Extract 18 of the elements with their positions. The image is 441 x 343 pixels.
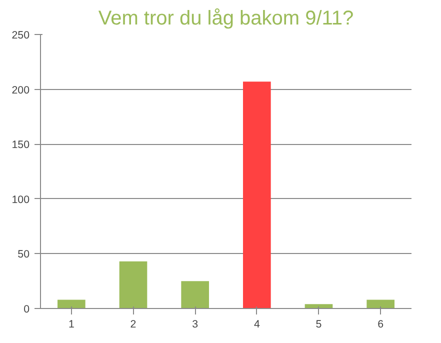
y-tick-label: 50 <box>18 248 30 261</box>
x-tick-label: 5 <box>316 318 322 330</box>
y-tick-label: 150 <box>12 139 30 152</box>
bar <box>243 82 271 308</box>
y-tick-label: 250 <box>12 30 30 42</box>
bar <box>58 300 86 308</box>
chart-title: Vem tror du låg bakom 9/11? <box>98 8 354 30</box>
x-tick-label: 1 <box>68 318 74 330</box>
bar <box>366 300 394 308</box>
bar <box>181 281 209 308</box>
x-tick-label: 6 <box>378 318 384 330</box>
bar <box>119 261 148 308</box>
x-tick-label: 2 <box>130 318 136 330</box>
x-tick-label: 3 <box>192 318 198 330</box>
y-tick-label: 100 <box>12 194 30 206</box>
x-tick-label: 4 <box>254 318 260 330</box>
y-tick-label: 200 <box>12 84 30 96</box>
y-tick-label: 0 <box>24 304 30 316</box>
